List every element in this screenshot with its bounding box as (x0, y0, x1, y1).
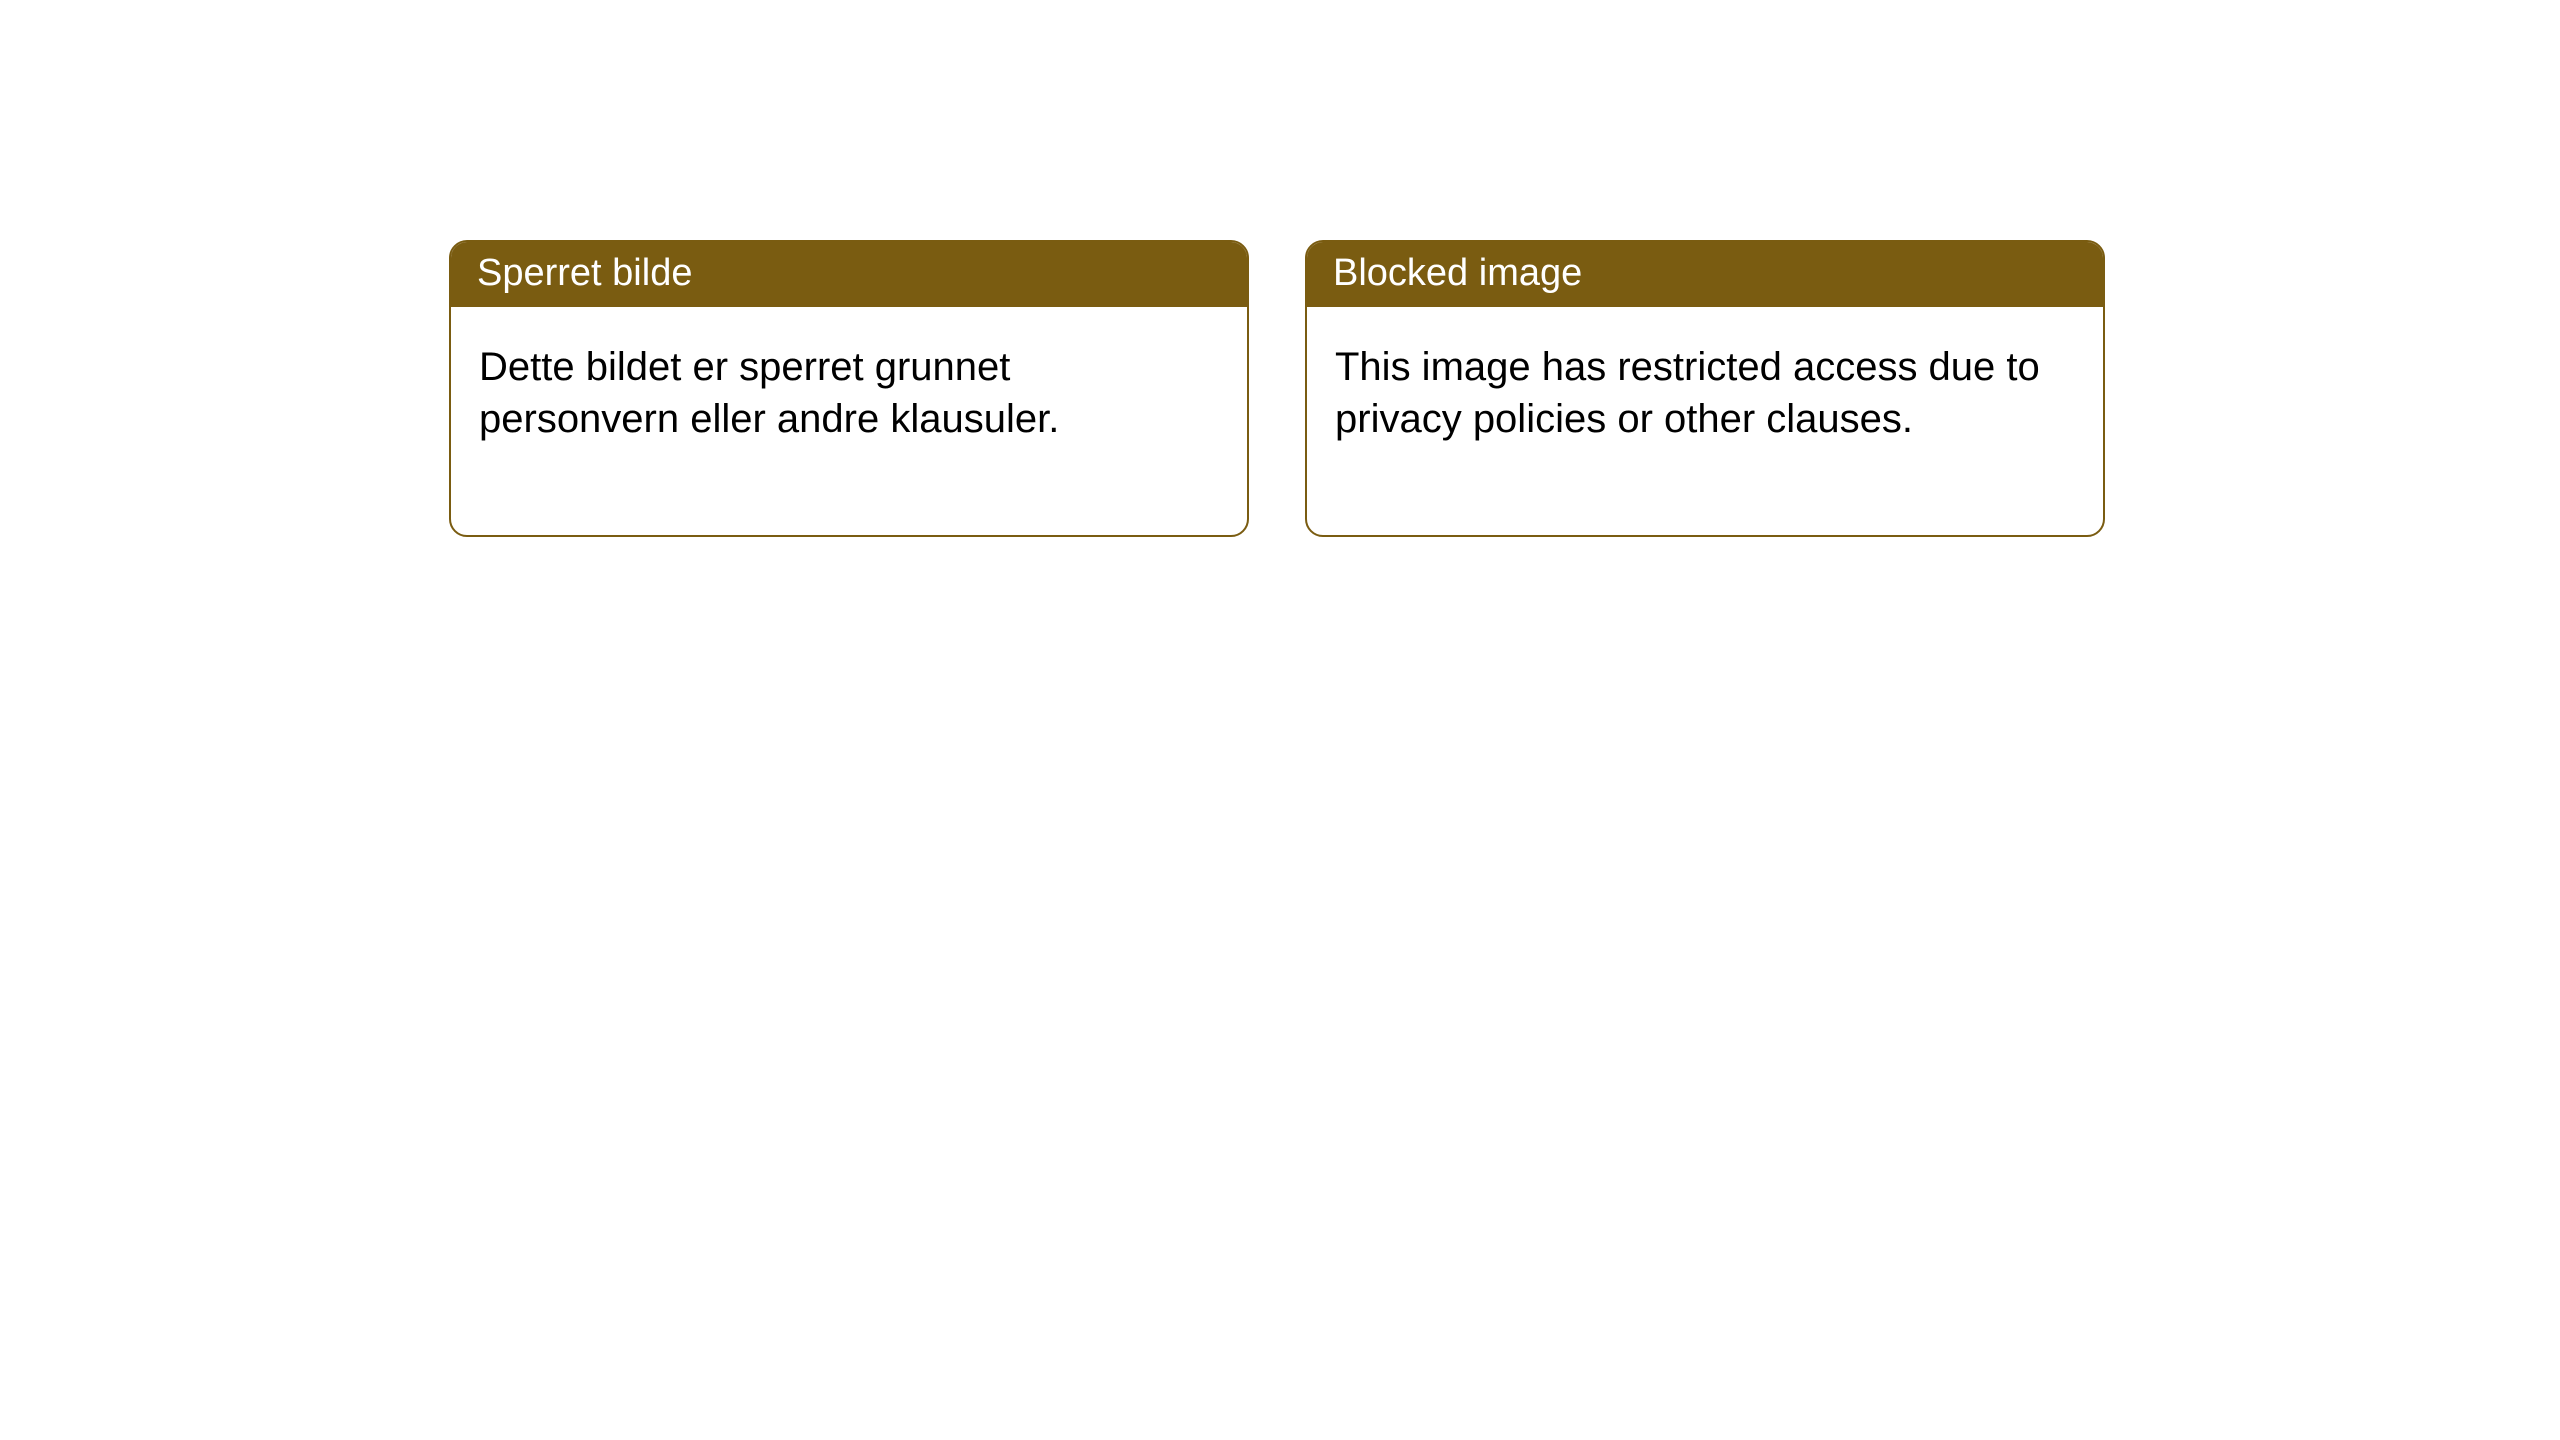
notice-card-norwegian: Sperret bilde Dette bildet er sperret gr… (449, 240, 1249, 537)
notice-header: Blocked image (1307, 242, 2103, 307)
notice-card-english: Blocked image This image has restricted … (1305, 240, 2105, 537)
notice-body: This image has restricted access due to … (1307, 307, 2103, 535)
notice-header: Sperret bilde (451, 242, 1247, 307)
notice-container: Sperret bilde Dette bildet er sperret gr… (449, 240, 2105, 537)
notice-body: Dette bildet er sperret grunnet personve… (451, 307, 1247, 535)
